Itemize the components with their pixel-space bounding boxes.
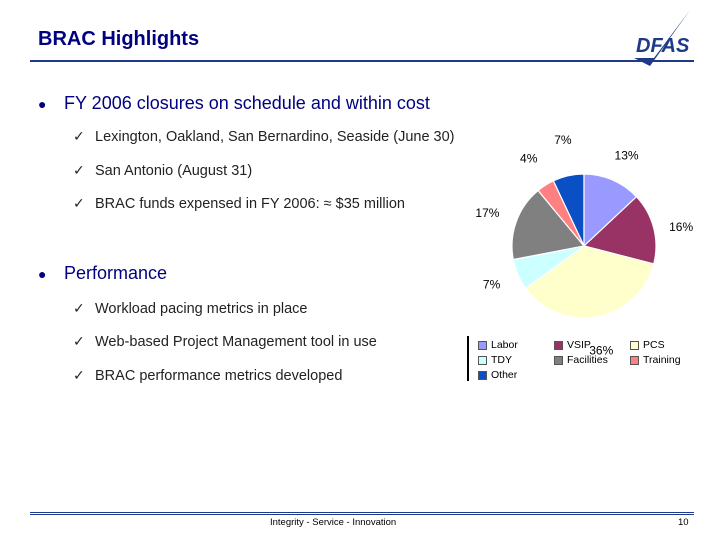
sub-bullet-text: BRAC funds expensed in FY 2006: ≈ $35 mi… bbox=[95, 195, 405, 212]
footer-tagline: Integrity - Service - Innovation bbox=[270, 517, 397, 528]
legend-label: Other bbox=[491, 369, 518, 381]
legend-swatch bbox=[554, 355, 563, 365]
page-title: BRAC Highlights bbox=[38, 28, 200, 50]
page-number: 10 bbox=[678, 517, 689, 528]
sub-bullet-text: San Antonio (August 31) bbox=[95, 162, 253, 179]
legend-label: PCS bbox=[643, 339, 665, 351]
check-icon: ✓ bbox=[73, 333, 85, 349]
bullet-1: ● FY 2006 closures on schedule and withi… bbox=[38, 93, 430, 114]
sub-bullet-text: Lexington, Oakland, San Bernardino, Seas… bbox=[95, 128, 455, 145]
legend-item-tdy: TDY bbox=[478, 354, 512, 366]
sub-bullet-text: BRAC performance metrics developed bbox=[95, 367, 343, 384]
pie-label-labor: 13% bbox=[615, 149, 639, 163]
legend-swatch bbox=[630, 355, 639, 365]
legend-divider bbox=[467, 336, 469, 381]
sub-bullet: ✓ Web-based Project Management tool in u… bbox=[73, 333, 377, 350]
check-icon: ✓ bbox=[73, 128, 85, 144]
pie-slice-pcs bbox=[524, 245, 655, 319]
pie-slice-vsip bbox=[582, 195, 657, 265]
check-icon: ✓ bbox=[73, 367, 85, 383]
sub-bullet-text: Workload pacing metrics in place bbox=[95, 300, 308, 317]
sub-bullet: ✓ San Antonio (August 31) bbox=[73, 162, 252, 179]
bullet-dot-icon: ● bbox=[38, 95, 47, 112]
legend-swatch bbox=[554, 340, 563, 350]
bullet-2: ● Performance bbox=[38, 263, 167, 284]
legend-label: Facilities bbox=[567, 354, 608, 366]
sub-bullet-text: Web-based Project Management tool in use bbox=[95, 333, 377, 350]
sub-bullet: ✓ Workload pacing metrics in place bbox=[73, 300, 308, 317]
pie-label-facilities: 17% bbox=[475, 206, 499, 220]
legend-swatch bbox=[630, 340, 639, 350]
footer-divider bbox=[30, 512, 694, 513]
legend-item-training: Training bbox=[630, 354, 681, 366]
legend-item-labor: Labor bbox=[478, 339, 518, 351]
legend-swatch bbox=[478, 370, 487, 380]
logo-text: DFAS bbox=[636, 35, 690, 57]
header-divider bbox=[30, 60, 694, 62]
check-icon: ✓ bbox=[73, 162, 85, 178]
legend-label: Training bbox=[643, 354, 681, 366]
pie-slice-labor bbox=[583, 173, 638, 248]
legend-label: Labor bbox=[491, 339, 518, 351]
legend-label: TDY bbox=[491, 354, 512, 366]
footer-divider bbox=[30, 514, 694, 515]
check-icon: ✓ bbox=[73, 195, 85, 211]
pie-label-training: 4% bbox=[520, 151, 538, 165]
legend-item-other: Other bbox=[478, 369, 517, 381]
legend-item-vsip: VSIP bbox=[554, 339, 591, 351]
legend-item-pcs: PCS bbox=[630, 339, 665, 351]
sub-bullet: ✓ Lexington, Oakland, San Bernardino, Se… bbox=[73, 128, 455, 145]
bullet-1-text: FY 2006 closures on schedule and within … bbox=[64, 93, 430, 113]
check-icon: ✓ bbox=[73, 300, 85, 316]
pie-label-other: 7% bbox=[554, 133, 572, 147]
bullet-dot-icon: ● bbox=[38, 265, 47, 282]
legend-swatch bbox=[478, 355, 487, 365]
pie-label-pcs: 36% bbox=[589, 343, 613, 357]
pie-slice-training bbox=[537, 180, 585, 247]
sub-bullet: ✓ BRAC funds expensed in FY 2006: ≈ $35 … bbox=[73, 195, 405, 212]
legend-item-facilities: Facilities bbox=[554, 354, 608, 366]
pie-label-vsip: 16% bbox=[669, 220, 693, 234]
pie-slice-facilities bbox=[511, 189, 586, 261]
bullet-2-text: Performance bbox=[64, 263, 168, 283]
sub-bullet: ✓ BRAC performance metrics developed bbox=[73, 367, 342, 384]
dfas-logo: DFAS bbox=[634, 10, 690, 66]
pie-label-tdy: 7% bbox=[483, 278, 501, 292]
cost-pie-chart: 7% 13% 16% 36% 7% 17% 4% bbox=[475, 133, 693, 357]
legend-swatch bbox=[478, 340, 487, 350]
legend-label: VSIP bbox=[567, 339, 591, 351]
